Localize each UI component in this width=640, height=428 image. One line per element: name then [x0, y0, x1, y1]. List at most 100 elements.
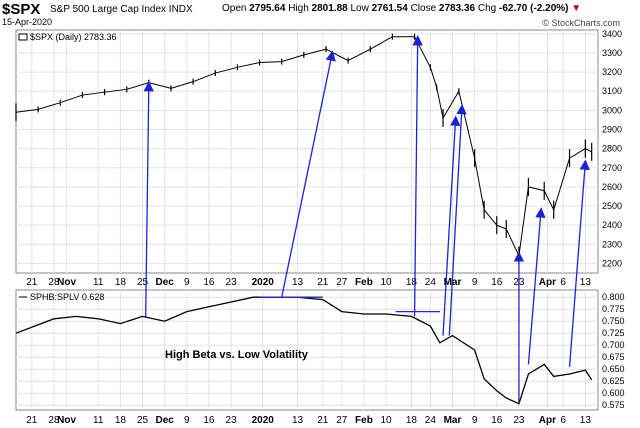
price-y-tick-label: 2700: [602, 163, 622, 173]
chg-value: -62.70 (-2.20%): [499, 3, 569, 14]
price-y-tick-label: 2300: [602, 239, 622, 249]
ratio-x-tick-label: 6: [560, 415, 566, 426]
ratio-y-tick-label: 0.675: [602, 352, 625, 362]
price-y-tick-label: 3300: [602, 48, 622, 58]
price-y-tick-label: 2200: [602, 258, 622, 268]
price-line: [15, 36, 592, 258]
annotation-arrow: [568, 159, 590, 367]
ratio-panel-frame: [15, 289, 599, 411]
index-name: S&P 500 Large Cap Index INDX: [50, 4, 193, 15]
low-label: Low: [350, 3, 369, 14]
price-x-tick-label: 6: [560, 277, 566, 288]
price-x-tick-label: 9: [472, 277, 478, 288]
ratio-y-tick-label: 0.700: [602, 340, 625, 350]
open-label: Open: [222, 3, 247, 14]
ratio-x-tick-label: 28: [48, 415, 60, 426]
ratio-x-tick-label: Nov: [57, 415, 76, 426]
price-x-tick-label: 13: [580, 277, 592, 288]
ratio-x-tick-label: 21: [317, 415, 329, 426]
price-legend: $SPX (Daily) 2783.36: [30, 32, 117, 42]
price-x-tick-label: 16: [203, 277, 215, 288]
price-x-tick-label: 27: [336, 277, 348, 288]
annotation-arrow: [281, 50, 336, 298]
price-x-tick-label: Feb: [355, 277, 373, 288]
ratio-y-tick-label: 0.750: [602, 316, 625, 326]
ratio-x-tick-label: 24: [425, 415, 437, 426]
ratio-x-tick-label: 16: [203, 415, 215, 426]
index-name-text: S&P 500 Large Cap Index: [50, 4, 167, 15]
ratio-x-tick-label: 9: [472, 415, 478, 426]
low-value: 2761.54: [371, 3, 408, 14]
price-x-tick-label: 25: [137, 277, 149, 288]
price-panel-frame: [15, 29, 599, 274]
price-y-tick-label: 2600: [602, 182, 622, 192]
ratio-x-tick-label: 13: [292, 415, 304, 426]
ratio-x-tick-label: 10: [381, 415, 393, 426]
ratio-y-tick-label: 0.625: [602, 376, 625, 386]
ratio-y-tick-label: 0.600: [602, 388, 625, 398]
ratio-x-tick-label: 13: [580, 415, 592, 426]
annotation-arrow: [527, 207, 546, 365]
annotation-arrow: [442, 115, 461, 336]
price-y-tick-label: 3000: [602, 105, 622, 115]
ratio-x-tick-label: 18: [115, 415, 127, 426]
open-value: 2795.64: [249, 3, 286, 14]
ratio-x-tick-label: 16: [491, 415, 503, 426]
close-label: Close: [410, 3, 437, 14]
ratio-x-tick-label: Apr: [539, 415, 556, 426]
price-x-tick-label: Apr: [539, 277, 556, 288]
price-y-tick-label: 3100: [602, 86, 622, 96]
ratio-x-tick-label: 23: [226, 415, 238, 426]
price-x-tick-label: Dec: [155, 277, 174, 288]
chg-label: Chg: [477, 3, 497, 14]
ratio-x-tick-label: Dec: [155, 415, 174, 426]
ratio-y-tick-label: 0.725: [602, 328, 625, 338]
ratio-annotation: High Beta vs. Low Volatility: [165, 349, 309, 361]
price-x-tick-label: 21: [26, 277, 38, 288]
ratio-x-tick-label: 23: [513, 415, 525, 426]
price-x-tick-label: 23: [226, 277, 238, 288]
price-x-tick-label: 9: [184, 277, 190, 288]
ratio-x-tick-label: 11: [93, 415, 104, 426]
annotation-arrow: [448, 103, 467, 336]
exchange-text: INDX: [168, 4, 193, 15]
price-x-tick-label: 13: [292, 277, 304, 288]
ratio-y-tick-label: 0.775: [602, 304, 625, 314]
close-value: 2783.36: [438, 3, 476, 14]
price-x-tick-label: 18: [406, 277, 418, 288]
ratio-x-tick-label: 9: [184, 415, 190, 426]
price-y-tick-label: 3200: [602, 67, 622, 77]
ratio-y-tick-label: 0.650: [602, 364, 625, 374]
price-y-tick-label: 2900: [602, 124, 622, 134]
price-x-tick-label: 18: [115, 277, 127, 288]
price-x-tick-label: 28: [48, 277, 60, 288]
price-x-tick-label: 24: [425, 277, 437, 288]
price-y-tick-label: 2800: [602, 144, 622, 154]
watermark: © StockCharts.com: [542, 18, 620, 28]
price-x-tick-label: Nov: [57, 277, 76, 288]
annotation-arrow: [412, 35, 423, 317]
price-x-tick-label: 21: [317, 277, 329, 288]
date-label: 15-Apr-2020: [2, 17, 53, 27]
price-x-tick-label: 11: [93, 277, 104, 288]
ratio-x-tick-label: Feb: [355, 415, 373, 426]
ohlc-readout: Open 2795.64 High 2801.88 Low 2761.54 Cl…: [222, 3, 581, 14]
ratio-x-tick-label: 21: [26, 415, 38, 426]
price-legend-icon: [18, 33, 28, 41]
ratio-x-tick-label: 25: [137, 415, 149, 426]
price-x-tick-label: 10: [381, 277, 393, 288]
high-label: High: [288, 3, 309, 14]
ratio-y-tick-label: 0.575: [602, 400, 625, 410]
price-y-tick-label: 3400: [602, 29, 622, 39]
ratio-legend: SPHB:SPLV 0.628: [30, 292, 104, 302]
price-x-tick-label: 16: [491, 277, 503, 288]
ratio-x-tick-label: Mar: [444, 415, 462, 426]
ratio-line: [15, 296, 593, 405]
annotation-arrow: [143, 80, 154, 317]
ratio-x-tick-label: 2020: [252, 415, 275, 426]
price-y-tick-label: 2400: [602, 220, 622, 230]
ratio-y-tick-label: 0.800: [602, 292, 625, 302]
price-x-tick-label: 2020: [252, 277, 275, 288]
